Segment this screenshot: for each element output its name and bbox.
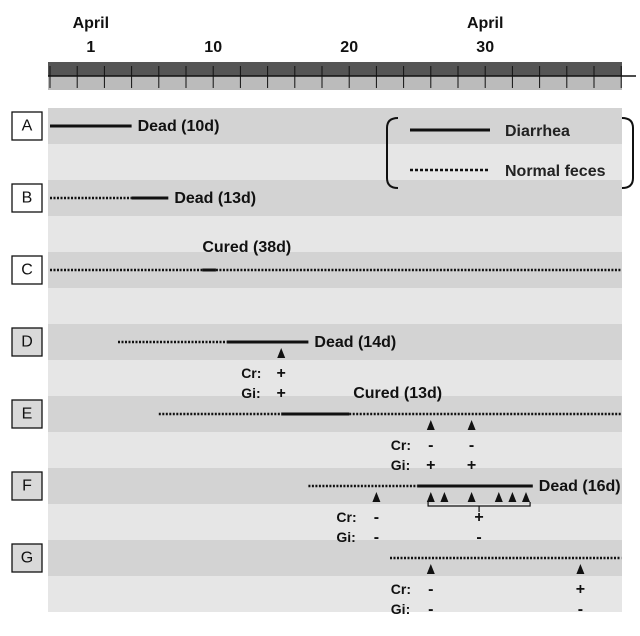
timeline-ruler — [48, 62, 636, 90]
animal-row-f: F Dead (16d) - - + - Cr: Gi: — [11, 471, 621, 546]
background-band — [48, 576, 622, 612]
background-band — [48, 216, 622, 252]
outcome-label: Dead (16d) — [539, 478, 621, 495]
axis-labels: April 1 10 20 April 30 — [73, 15, 504, 56]
animal-label: G — [21, 550, 33, 567]
animal-label: B — [22, 190, 33, 207]
sample-marker — [467, 492, 476, 502]
axis-date-label: 10 — [204, 39, 222, 56]
animal-label-box — [11, 399, 43, 429]
gi-result: - — [374, 529, 379, 546]
sample-marker — [426, 564, 435, 574]
ruler-subbar — [48, 76, 622, 90]
animal-label: F — [22, 478, 32, 495]
gi-result: - — [578, 601, 583, 618]
legend: Diarrhea Normal feces — [386, 117, 634, 189]
background-band — [48, 360, 622, 396]
animal-label-box — [11, 255, 43, 285]
outcome-label: Dead (14d) — [314, 334, 396, 351]
sample-marker — [426, 420, 435, 430]
gi-row-label: Gi: — [391, 457, 410, 473]
animal-label: A — [22, 118, 33, 135]
background-band — [48, 288, 622, 324]
animal-label-box — [11, 471, 43, 501]
animal-label: C — [21, 262, 33, 279]
cr-result: - — [469, 437, 474, 454]
cr-result: - — [428, 437, 433, 454]
sample-marker — [467, 420, 476, 430]
cr-result: + — [277, 365, 286, 382]
background-band — [48, 504, 622, 540]
axis-month-label: April — [467, 15, 503, 32]
cr-result: - — [374, 509, 379, 526]
axis-date-label: 30 — [476, 39, 494, 56]
sample-marker — [277, 348, 286, 358]
animal-label: D — [21, 334, 33, 351]
legend-bracket-left — [386, 117, 399, 189]
outcome-label: Cured (13d) — [353, 385, 442, 402]
outcome-label: Dead (10d) — [138, 118, 220, 135]
sample-marker — [576, 564, 585, 574]
outcome-label: Cured (38d) — [202, 239, 291, 256]
gi-result: - — [476, 529, 481, 546]
sample-marker — [494, 492, 503, 502]
animal-row-d: D Dead (14d) + + Cr: Gi: — [11, 327, 396, 402]
animal-rows: A Dead (10d) B Dead (13d) C Cured (38d) D Dead … — [11, 111, 622, 618]
animal-label-box — [11, 327, 43, 357]
gi-result: + — [467, 457, 476, 474]
animal-label-box — [11, 183, 43, 213]
axis-date-label: 1 — [86, 39, 95, 56]
animal-label-box — [11, 543, 43, 573]
animal-row-g: G - - + - Cr: Gi: — [11, 543, 622, 618]
cr-row-label: Cr: — [391, 437, 411, 453]
animal-row-e: E Cured (13d) - + - + Cr: Gi: — [11, 385, 622, 474]
animal-row-b: B Dead (13d) — [11, 183, 256, 213]
background-band — [48, 540, 622, 576]
animal-label-box — [11, 111, 43, 141]
sample-marker — [522, 492, 530, 502]
animal-row-c: C Cured (38d) — [11, 239, 622, 285]
sample-marker — [426, 492, 435, 502]
background-band — [48, 432, 622, 468]
legend-bracket-right — [621, 117, 634, 189]
cr-result: - — [428, 581, 433, 598]
axis-date-label: 20 — [340, 39, 358, 56]
background-band — [48, 144, 622, 180]
sample-marker — [440, 492, 449, 502]
gi-row-label: Gi: — [241, 385, 260, 401]
cr-row-label: Cr: — [241, 365, 261, 381]
sample-marker — [372, 492, 381, 502]
sample-marker — [508, 492, 517, 502]
outcome-label: Dead (13d) — [174, 190, 256, 207]
axis-month-label: April — [73, 15, 109, 32]
animal-label: E — [22, 406, 33, 423]
legend-diarrhea-label: Diarrhea — [505, 123, 570, 140]
cr-row-label: Cr: — [336, 509, 356, 525]
legend-normal-label: Normal feces — [505, 163, 606, 180]
cr-row-label: Cr: — [391, 581, 411, 597]
gi-row-label: Gi: — [391, 601, 410, 617]
gi-result: + — [277, 385, 286, 402]
gi-result: - — [428, 601, 433, 618]
background-band — [48, 468, 622, 504]
cr-result: + — [576, 581, 585, 598]
background-band — [48, 108, 622, 144]
animal-row-a: A Dead (10d) — [11, 111, 220, 141]
gi-result: + — [426, 457, 435, 474]
cr-result: + — [474, 509, 483, 526]
sample-bracket — [427, 502, 531, 512]
background-bands — [48, 108, 622, 612]
gi-row-label: Gi: — [336, 529, 355, 545]
ruler-bar — [48, 62, 622, 76]
